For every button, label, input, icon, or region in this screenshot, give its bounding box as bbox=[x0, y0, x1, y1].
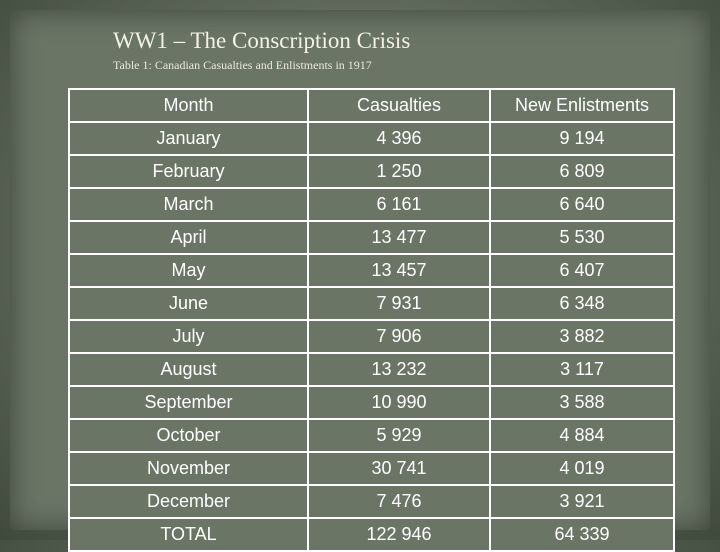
casualties-cell: 122 946 bbox=[307, 517, 491, 552]
month-cell: TOTAL bbox=[68, 517, 309, 552]
month-cell: February bbox=[68, 154, 309, 189]
month-cell: November bbox=[68, 451, 309, 486]
month-cell: June bbox=[68, 286, 309, 321]
table-body: Month Casualties New Enlistments January… bbox=[68, 88, 675, 552]
casualties-cell: 13 477 bbox=[307, 220, 491, 255]
table-row: March 6 161 6 640 bbox=[68, 187, 675, 222]
casualties-cell: 7 906 bbox=[307, 319, 491, 354]
month-cell: July bbox=[68, 319, 309, 354]
casualties-cell: 7 476 bbox=[307, 484, 491, 519]
casualties-cell: 6 161 bbox=[307, 187, 491, 222]
enlistments-cell: 3 921 bbox=[489, 484, 675, 519]
table-row: November 30 741 4 019 bbox=[68, 451, 675, 486]
table-row: July 7 906 3 882 bbox=[68, 319, 675, 354]
enlistments-cell: 6 809 bbox=[489, 154, 675, 189]
enlistments-cell: 6 348 bbox=[489, 286, 675, 321]
casualties-cell: 4 396 bbox=[307, 121, 491, 156]
enlistments-cell: 64 339 bbox=[489, 517, 675, 552]
enlistments-cell: 4 019 bbox=[489, 451, 675, 486]
column-header-month: Month bbox=[68, 88, 309, 123]
enlistments-cell: 6 640 bbox=[489, 187, 675, 222]
enlistments-cell: 3 588 bbox=[489, 385, 675, 420]
table-row: April 13 477 5 530 bbox=[68, 220, 675, 255]
table-row: June 7 931 6 348 bbox=[68, 286, 675, 321]
column-header-new-enlistments: New Enlistments bbox=[489, 88, 675, 123]
month-cell: May bbox=[68, 253, 309, 288]
column-header-casualties: Casualties bbox=[307, 88, 491, 123]
month-cell: September bbox=[68, 385, 309, 420]
casualties-cell: 5 929 bbox=[307, 418, 491, 453]
table-caption: Table 1: Canadian Casualties and Enlistm… bbox=[113, 58, 372, 72]
table-row: January 4 396 9 194 bbox=[68, 121, 675, 156]
month-cell: March bbox=[68, 187, 309, 222]
month-cell: August bbox=[68, 352, 309, 387]
enlistments-cell: 3 117 bbox=[489, 352, 675, 387]
enlistments-cell: 5 530 bbox=[489, 220, 675, 255]
casualties-cell: 13 457 bbox=[307, 253, 491, 288]
month-cell: October bbox=[68, 418, 309, 453]
header-row: Month Casualties New Enlistments bbox=[68, 88, 675, 123]
table-row: February 1 250 6 809 bbox=[68, 154, 675, 189]
table-row: September 10 990 3 588 bbox=[68, 385, 675, 420]
month-cell: December bbox=[68, 484, 309, 519]
table-row: December 7 476 3 921 bbox=[68, 484, 675, 519]
month-cell: April bbox=[68, 220, 309, 255]
enlistments-cell: 6 407 bbox=[489, 253, 675, 288]
casualties-cell: 1 250 bbox=[307, 154, 491, 189]
month-cell: January bbox=[68, 121, 309, 156]
total-row: TOTAL 122 946 64 339 bbox=[68, 517, 675, 552]
table-row: May 13 457 6 407 bbox=[68, 253, 675, 288]
table-row: August 13 232 3 117 bbox=[68, 352, 675, 387]
casualties-cell: 13 232 bbox=[307, 352, 491, 387]
table-row: October 5 929 4 884 bbox=[68, 418, 675, 453]
casualties-enlistments-table: Month Casualties New Enlistments January… bbox=[68, 88, 675, 552]
slide-title: WW1 – The Conscription Crisis bbox=[113, 28, 411, 53]
enlistments-cell: 3 882 bbox=[489, 319, 675, 354]
casualties-cell: 10 990 bbox=[307, 385, 491, 420]
enlistments-cell: 9 194 bbox=[489, 121, 675, 156]
casualties-cell: 7 931 bbox=[307, 286, 491, 321]
enlistments-cell: 4 884 bbox=[489, 418, 675, 453]
casualties-cell: 30 741 bbox=[307, 451, 491, 486]
